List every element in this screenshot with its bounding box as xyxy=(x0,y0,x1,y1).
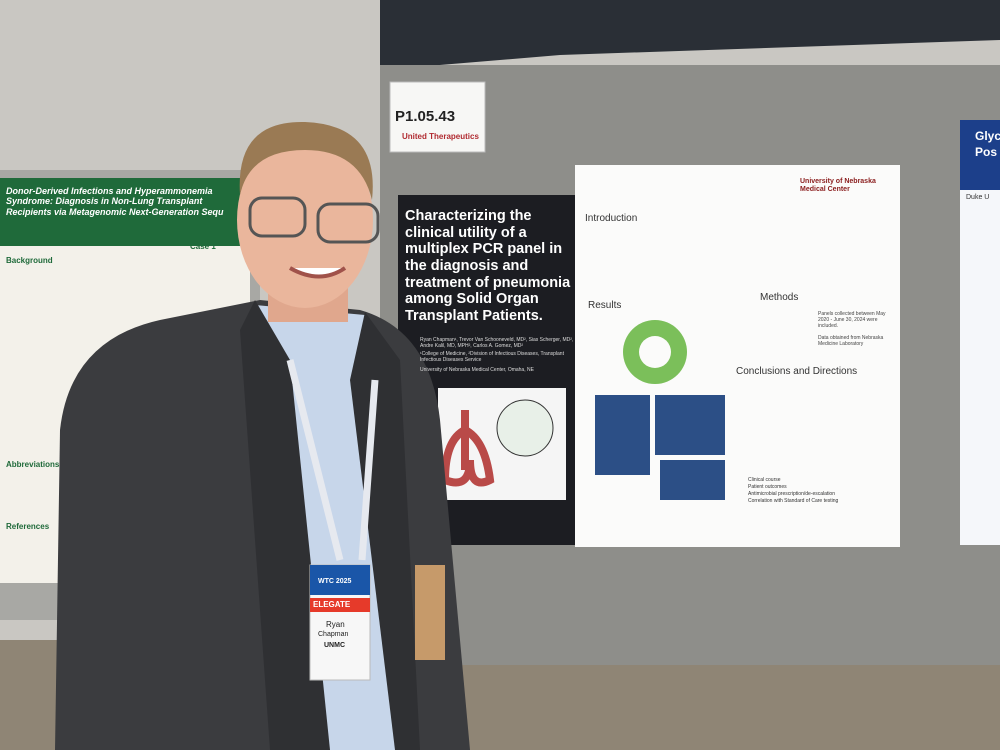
conclusion-item: Correlation with Standard of Care testin… xyxy=(748,498,839,504)
badge-event: WTC 2025 xyxy=(318,578,352,585)
methods-source: Data obtained from Nebraska Medicine Lab… xyxy=(818,335,884,347)
authors: Ryan Chapman¹, Trevor Van Schooneveld, M… xyxy=(420,337,574,349)
conclusion-item: Patient outcomes xyxy=(748,484,787,490)
left-section: Case 1 xyxy=(190,242,216,251)
conclusion-item: Clinical course xyxy=(748,477,781,483)
hair xyxy=(239,121,373,200)
glasses-right xyxy=(316,202,380,244)
institution: University of Nebraska Medical Center xyxy=(800,178,876,194)
smile xyxy=(289,266,347,279)
location: University of Nebraska Medical Center, O… xyxy=(420,367,534,373)
poster-number: P1.05.43 xyxy=(395,108,456,125)
right-poster-header xyxy=(960,120,1000,190)
affiliations: ¹College of Medicine, ²Division of Infec… xyxy=(420,351,564,363)
table-2 xyxy=(655,395,725,455)
ceiling xyxy=(380,0,1000,70)
lapel-right xyxy=(350,312,420,750)
section-heading: Results xyxy=(588,300,622,311)
table-3 xyxy=(660,460,725,500)
badge-role: ELEGATE xyxy=(313,600,351,609)
right-poster xyxy=(960,120,1000,545)
magnifier xyxy=(496,399,554,457)
table-1 xyxy=(595,395,650,475)
badge-stripe xyxy=(310,598,370,612)
left-poster-title: Donor-Derived Infections and Hyperammone… xyxy=(6,186,224,217)
section-heading: Conclusions and Directions xyxy=(736,366,858,377)
section-heading: Methods xyxy=(760,292,799,303)
poster-title: Characterizing the clinical utility of a… xyxy=(405,208,571,325)
number-card xyxy=(389,81,486,153)
conclusion-item: Antimicrobial prescription/de-escalation xyxy=(748,491,835,497)
lapel-left xyxy=(240,300,330,750)
badge-header xyxy=(310,565,370,595)
section-heading: Introduction xyxy=(585,213,638,224)
glasses-left xyxy=(248,196,307,238)
tube xyxy=(415,565,445,660)
methods-text: Panels collected between May 2020 - June… xyxy=(818,311,886,329)
badge-last-name: Chapman xyxy=(318,631,349,638)
right-poster-title: Pos xyxy=(975,145,998,159)
left-poster-header xyxy=(0,178,250,246)
left-section: References xyxy=(6,522,50,531)
left-section: Background xyxy=(6,256,53,265)
badge-organization: UNMC xyxy=(324,642,345,649)
lanyard xyxy=(286,359,379,561)
donut-hole xyxy=(639,336,671,368)
right-poster-title: Glyc xyxy=(975,129,1000,143)
left-section: Abbreviations xyxy=(6,460,60,469)
right-poster-affiliation: Duke U xyxy=(966,194,990,201)
badge-first-name: Ryan xyxy=(326,620,345,629)
sponsor: United Therapeutics xyxy=(402,132,479,141)
